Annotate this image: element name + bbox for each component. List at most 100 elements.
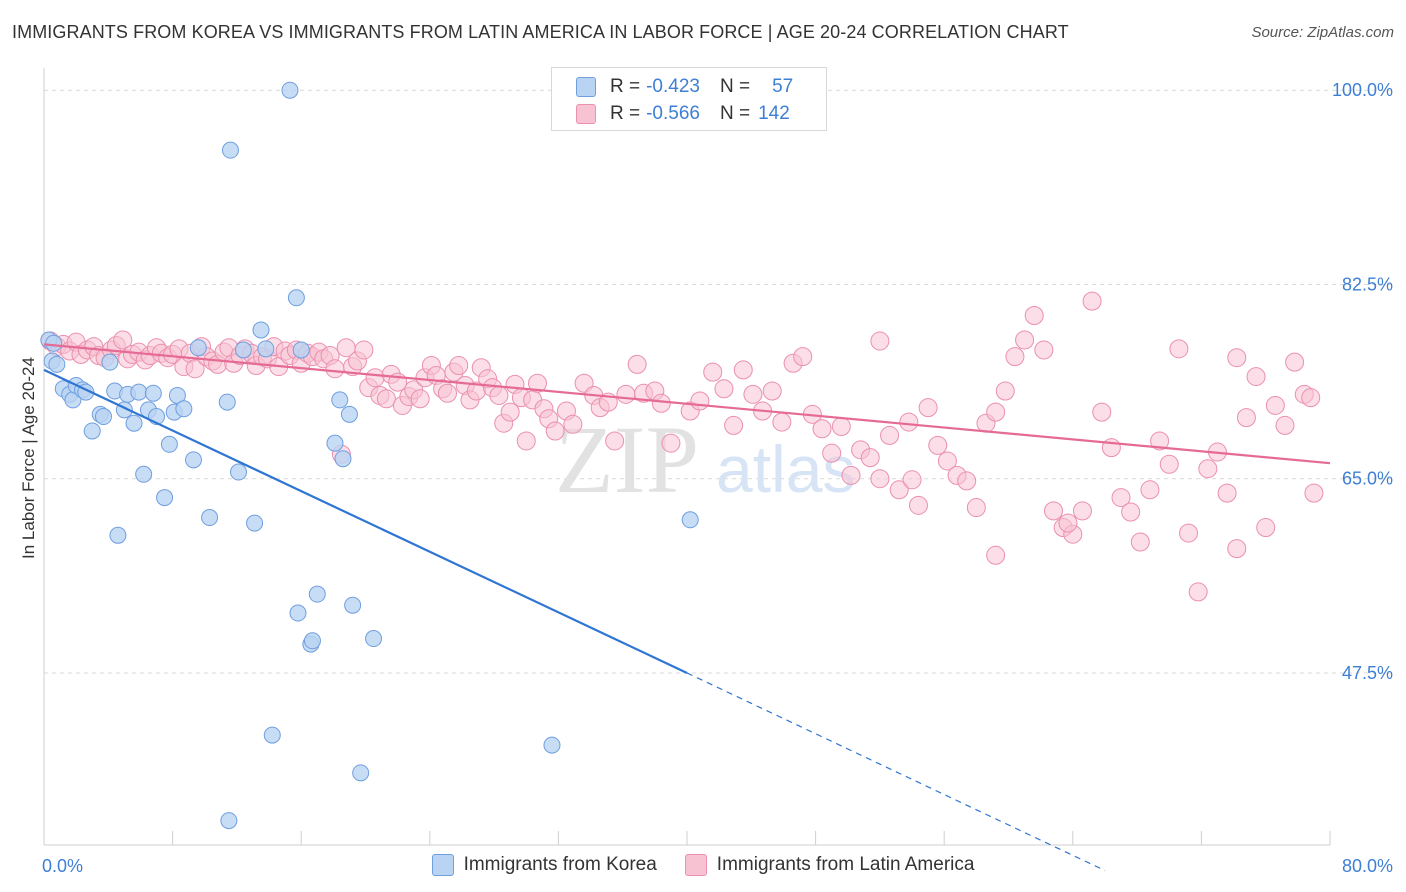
latin-point [957,471,977,491]
korea-swatch [576,77,596,97]
korea-point [263,726,281,744]
korea-point [144,384,162,402]
latin-point [661,433,681,453]
korea-point [334,450,352,468]
latin-point [918,398,938,418]
korea-point [365,630,383,648]
latin-point [563,414,583,434]
tick-labels: 100.0% 82.5% 65.0% 47.5% 0.0% 80.0% [42,80,1393,876]
latin-point [185,359,205,379]
latin-point [627,354,647,374]
latin-r-label: R = [610,103,641,124]
latin-point [703,362,723,382]
y-tick-label: 82.5% [1342,274,1393,294]
latin-point [908,495,928,515]
latin-point [1034,340,1054,360]
korea-point [344,596,362,614]
latin-point [365,368,385,388]
korea-legend-label: Immigrants from Korea [463,854,657,875]
y-axis-label: In Labor Force | Age 20-24 [19,357,38,559]
korea-point [48,355,66,373]
latin-point [724,415,744,435]
korea-point [184,451,202,469]
latin-point [1188,582,1208,602]
latin-point [1179,523,1199,543]
korea-n-value: 57 [772,76,794,97]
korea-point [543,736,561,754]
korea-point [234,341,252,359]
latin-point [870,469,890,489]
latin-point [986,402,1006,422]
korea-legend-swatch [431,854,454,876]
x-tick-label: 0.0% [42,856,83,876]
latin-point [812,419,832,439]
korea-point [220,812,238,830]
latin-r-value: -0.566 [646,103,700,124]
latin-point [1169,339,1189,359]
korea-trend-line [43,368,688,674]
latin-point [1301,388,1321,408]
latin-point [113,330,133,350]
latin-point [376,389,396,409]
korea-point [681,511,699,529]
korea-point [135,465,153,483]
korea-point [340,405,358,423]
latin-point [528,373,548,393]
latin-point [870,331,890,351]
latin-point [822,443,842,463]
latin-point [651,393,671,413]
korea-point [175,400,193,418]
latin-point [880,425,900,445]
korea-point [281,81,299,99]
korea-point [252,321,270,339]
korea-points [40,81,699,830]
latin-point [937,451,957,471]
latin-point [449,355,469,375]
latin-point [1265,395,1285,415]
latin-n-label: N = [719,103,751,124]
latin-point [966,498,986,518]
korea-point [201,509,219,527]
latin-point [772,412,792,432]
korea-point [352,764,370,782]
legend-item-korea[interactable]: Immigrants from Korea [431,854,657,876]
latin-point [1227,348,1247,368]
latin-trend-line [43,343,1331,465]
korea-point [156,489,174,507]
latin-point [831,417,851,437]
korea-point [189,339,207,357]
korea-point [94,408,112,426]
latin-point [889,480,909,500]
korea-r-label: R = [610,76,641,97]
trend-lines [43,343,1331,872]
y-tick-label: 100.0% [1332,80,1393,100]
korea-point [230,463,248,481]
latin-point [1285,352,1305,372]
latin-point [1111,488,1131,508]
korea-point [130,383,148,401]
latin-point [1140,480,1160,500]
legend-row-latin: R = -0.566 N = 142 [552,100,790,128]
latin-point [714,379,734,399]
latin-point [410,389,430,409]
latin-point [1217,483,1237,503]
legend-item-latin[interactable]: Immigrants from Latin America [684,854,974,876]
watermark-atlas: atlas [716,432,855,506]
latin-point [1256,518,1276,538]
latin-point [743,384,763,404]
korea-point [160,435,178,453]
latin-point [516,431,536,451]
korea-point [257,340,275,358]
latin-point [899,412,919,432]
latin-point [1044,501,1064,521]
latin-point [545,421,565,441]
source-credit: Source: ZipAtlas.com [1251,24,1394,41]
korea-r-value: -0.423 [646,76,700,97]
correlation-legend: R = -0.423 N = 57 R = -0.566 N = 142 [551,67,827,131]
latin-point [860,448,880,468]
y-tick-label: 65.0% [1342,469,1393,489]
axes [43,68,1331,846]
latin-point [1024,306,1044,326]
latin-point [1246,367,1266,387]
